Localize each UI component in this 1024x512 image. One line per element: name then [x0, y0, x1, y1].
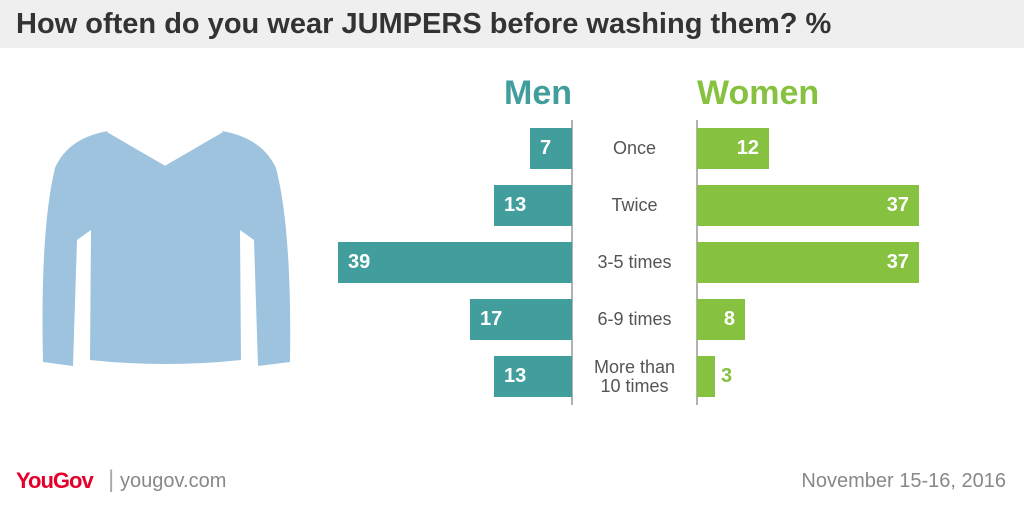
bar — [470, 299, 572, 340]
value-label: 17 — [480, 308, 503, 330]
bar — [530, 128, 572, 169]
bar — [494, 356, 572, 397]
chart-title: How often do you wear JUMPERS before was… — [16, 8, 832, 40]
legend-label: Men — [504, 74, 572, 112]
brand-logo: YouGov — [16, 468, 94, 493]
category-label: Once — [612, 138, 657, 158]
value-label: 39 — [348, 251, 371, 273]
bar — [697, 299, 745, 340]
bar — [697, 128, 769, 169]
value-label: 3 — [721, 365, 733, 387]
category-label: 3-5 times — [597, 252, 672, 272]
bar — [338, 242, 572, 283]
category-label: 6-9 times — [597, 309, 672, 329]
website: yougov.com — [120, 470, 227, 492]
value-label: 7 — [540, 137, 552, 159]
bar — [697, 185, 919, 226]
sweater-icon — [42, 131, 291, 366]
bar — [494, 185, 572, 226]
title-bar — [0, 0, 1024, 48]
date: November 15-16, 2016 — [801, 470, 1006, 492]
bar — [697, 356, 715, 397]
value-label: 37 — [886, 251, 909, 273]
category-label: More than 10 times — [593, 356, 676, 396]
value-label: 37 — [886, 194, 909, 216]
value-label: 13 — [504, 194, 527, 216]
value-label: 13 — [504, 365, 527, 387]
separator: | — [108, 466, 115, 493]
value-label: 8 — [723, 308, 735, 330]
value-label: 12 — [736, 137, 759, 159]
sweater-collar — [107, 129, 223, 166]
legend-label: Women — [697, 74, 820, 112]
category-label: Twice — [611, 195, 658, 215]
bar — [697, 242, 919, 283]
